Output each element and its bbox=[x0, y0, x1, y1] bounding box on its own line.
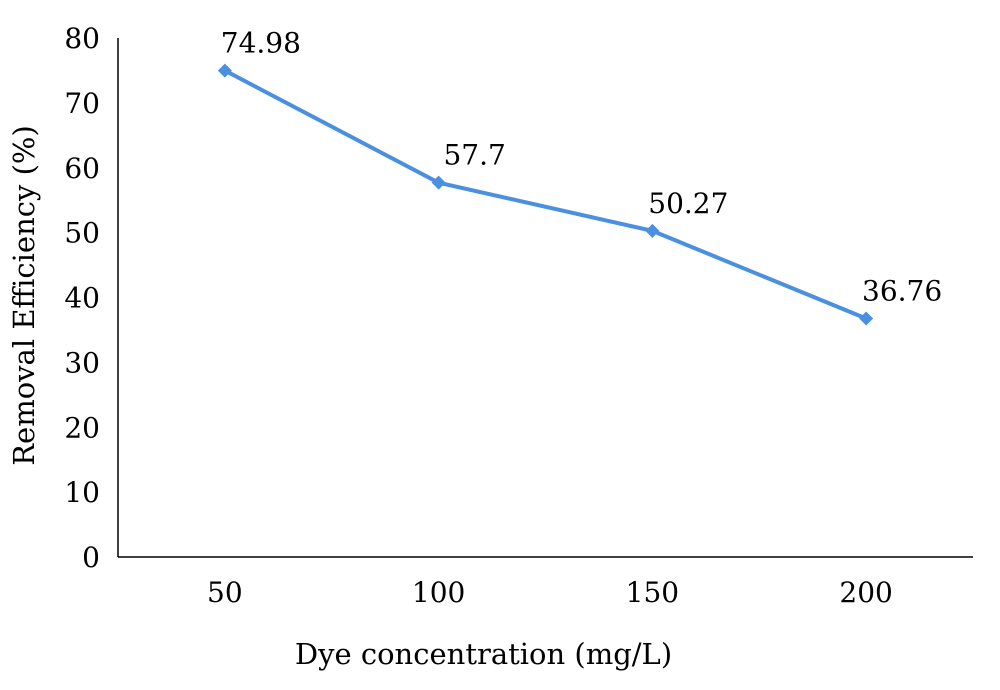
axes bbox=[117, 38, 973, 558]
x-axis-title: Dye concentration (mg/L) bbox=[295, 637, 672, 671]
y-tick-label: 60 bbox=[64, 152, 100, 185]
data-label: 36.76 bbox=[862, 275, 942, 308]
data-label-layer: 74.98 57.7 50.27 36.76 bbox=[221, 27, 942, 308]
x-axis-ticks: 50 100 150 200 bbox=[207, 576, 893, 609]
y-tick-label: 0 bbox=[82, 541, 100, 574]
series-layer bbox=[217, 63, 874, 326]
data-label: 74.98 bbox=[221, 27, 301, 60]
data-point-marker bbox=[859, 311, 874, 326]
x-tick-label: 150 bbox=[626, 576, 679, 609]
x-tick-label: 100 bbox=[412, 576, 465, 609]
y-tick-label: 20 bbox=[64, 411, 100, 444]
x-tick-label: 200 bbox=[839, 576, 892, 609]
y-tick-label: 70 bbox=[64, 87, 100, 120]
series-line bbox=[223, 68, 867, 321]
data-point-marker bbox=[645, 223, 660, 238]
y-tick-label: 40 bbox=[64, 282, 100, 315]
data-label: 50.27 bbox=[648, 187, 728, 220]
y-axis-ticks: 0 10 20 30 40 50 60 70 80 bbox=[64, 22, 100, 574]
data-point-marker bbox=[217, 63, 232, 78]
y-tick-label: 80 bbox=[64, 22, 100, 55]
y-axis-title: Removal Efficiency (%) bbox=[7, 125, 41, 466]
x-tick-label: 50 bbox=[207, 576, 243, 609]
y-tick-label: 10 bbox=[64, 476, 100, 509]
y-tick-label: 30 bbox=[64, 346, 100, 379]
y-tick-label: 50 bbox=[64, 217, 100, 250]
data-point-marker bbox=[431, 175, 446, 190]
data-label: 57.7 bbox=[443, 139, 505, 172]
